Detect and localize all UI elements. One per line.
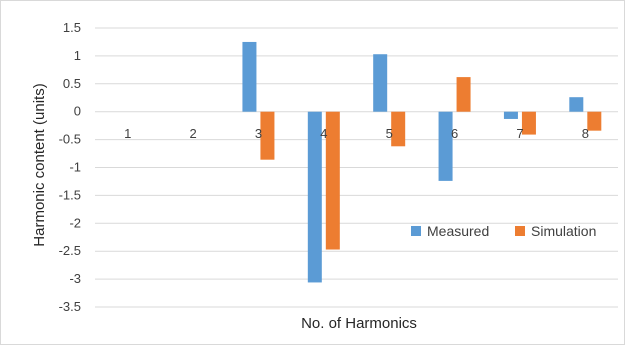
x-tick-label: 6 <box>451 126 458 141</box>
x-tick-label: 2 <box>189 126 196 141</box>
y-tick-label: -0.5 <box>59 132 81 147</box>
bar-simulation-3 <box>260 111 275 160</box>
legend-swatch-measured <box>411 226 421 236</box>
x-tick-label: 7 <box>516 126 523 141</box>
y-tick-label: -1 <box>69 160 81 175</box>
bars <box>242 41 602 283</box>
y-tick-label: 0 <box>74 104 81 119</box>
x-axis-ticks: 1 2 3 4 5 6 7 8 <box>124 126 589 141</box>
x-tick-label: 4 <box>320 126 327 141</box>
legend-label-measured: Measured <box>427 223 489 239</box>
bar-measured-4 <box>307 111 322 283</box>
bar-measured-5 <box>373 54 388 112</box>
y-tick-label: 0.5 <box>63 76 81 91</box>
bar-measured-8 <box>569 97 584 112</box>
x-tick-label: 8 <box>582 126 589 141</box>
bar-measured-7 <box>503 111 518 119</box>
gridlines <box>95 27 618 308</box>
y-tick-label: -2 <box>69 215 81 230</box>
bar-simulation-4 <box>325 111 340 250</box>
y-tick-label: -2.5 <box>59 243 81 258</box>
x-tick-label: 5 <box>386 126 393 141</box>
bar-simulation-6 <box>456 77 471 112</box>
y-tick-label: -3 <box>69 271 81 286</box>
legend-swatch-simulation <box>515 226 525 236</box>
y-tick-label: -1.5 <box>59 187 81 202</box>
legend-label-simulation: Simulation <box>531 223 596 239</box>
y-axis-title: Harmonic content (units) <box>31 83 48 246</box>
bar-measured-6 <box>438 111 453 181</box>
y-tick-label: 1.5 <box>63 20 81 35</box>
x-tick-label: 3 <box>255 126 262 141</box>
bar-simulation-8 <box>587 111 602 131</box>
y-axis-ticks: 1.5 1 0.5 0 -0.5 -1 -1.5 -2 -2.5 -3 -3.5 <box>59 20 81 314</box>
x-axis-title: No. of Harmonics <box>301 315 417 332</box>
bar-simulation-5 <box>391 111 406 147</box>
x-tick-label: 1 <box>124 126 131 141</box>
bar-measured-3 <box>242 41 257 112</box>
y-tick-label: 1 <box>74 48 81 63</box>
bar-simulation-7 <box>521 111 536 135</box>
y-tick-label: -3.5 <box>59 299 81 314</box>
legend: Measured Simulation <box>411 223 596 239</box>
